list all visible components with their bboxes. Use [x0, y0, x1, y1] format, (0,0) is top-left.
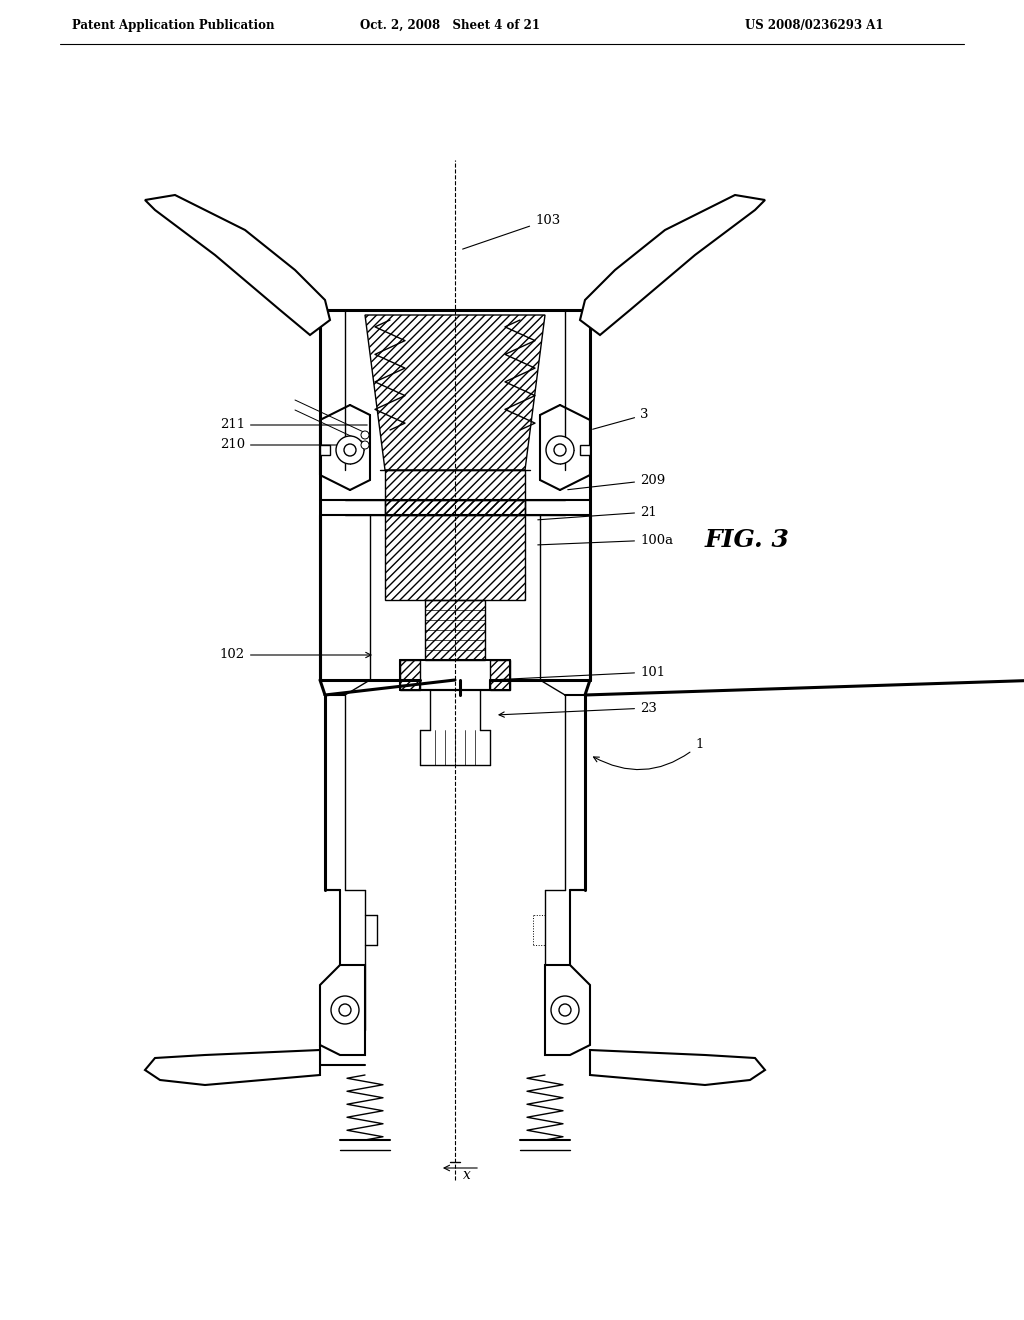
Text: Patent Application Publication: Patent Application Publication	[72, 18, 274, 32]
Circle shape	[331, 997, 359, 1024]
Text: 1: 1	[594, 738, 703, 770]
Circle shape	[554, 444, 566, 455]
Polygon shape	[319, 965, 365, 1055]
Polygon shape	[580, 195, 765, 335]
Circle shape	[361, 441, 369, 449]
Text: 102: 102	[220, 648, 371, 661]
Bar	[580, 445, 590, 455]
Bar	[385, 500, 525, 515]
Circle shape	[559, 1005, 571, 1016]
Text: US 2008/0236293 A1: US 2008/0236293 A1	[745, 18, 884, 32]
Text: 21: 21	[538, 506, 656, 520]
Bar	[319, 445, 330, 455]
Text: 209: 209	[567, 474, 666, 490]
Circle shape	[336, 436, 364, 465]
Text: 100a: 100a	[538, 533, 673, 546]
Circle shape	[361, 432, 369, 440]
Bar	[385, 470, 525, 601]
Text: x: x	[463, 1168, 471, 1181]
Polygon shape	[545, 965, 590, 1055]
Text: 101: 101	[493, 665, 666, 680]
Bar	[490, 660, 510, 690]
Text: 23: 23	[499, 701, 656, 717]
Circle shape	[339, 1005, 351, 1016]
Polygon shape	[145, 195, 330, 335]
Text: 210: 210	[220, 438, 368, 451]
Circle shape	[546, 436, 574, 465]
Text: 211: 211	[220, 418, 368, 432]
Circle shape	[344, 444, 356, 455]
Bar	[400, 660, 420, 690]
Text: FIG. 3: FIG. 3	[705, 528, 790, 552]
Polygon shape	[590, 1049, 765, 1085]
Circle shape	[551, 997, 579, 1024]
Text: Oct. 2, 2008   Sheet 4 of 21: Oct. 2, 2008 Sheet 4 of 21	[360, 18, 540, 32]
Text: 103: 103	[463, 214, 560, 249]
Text: 3: 3	[593, 408, 648, 429]
Bar	[425, 601, 485, 660]
Polygon shape	[145, 1049, 319, 1085]
